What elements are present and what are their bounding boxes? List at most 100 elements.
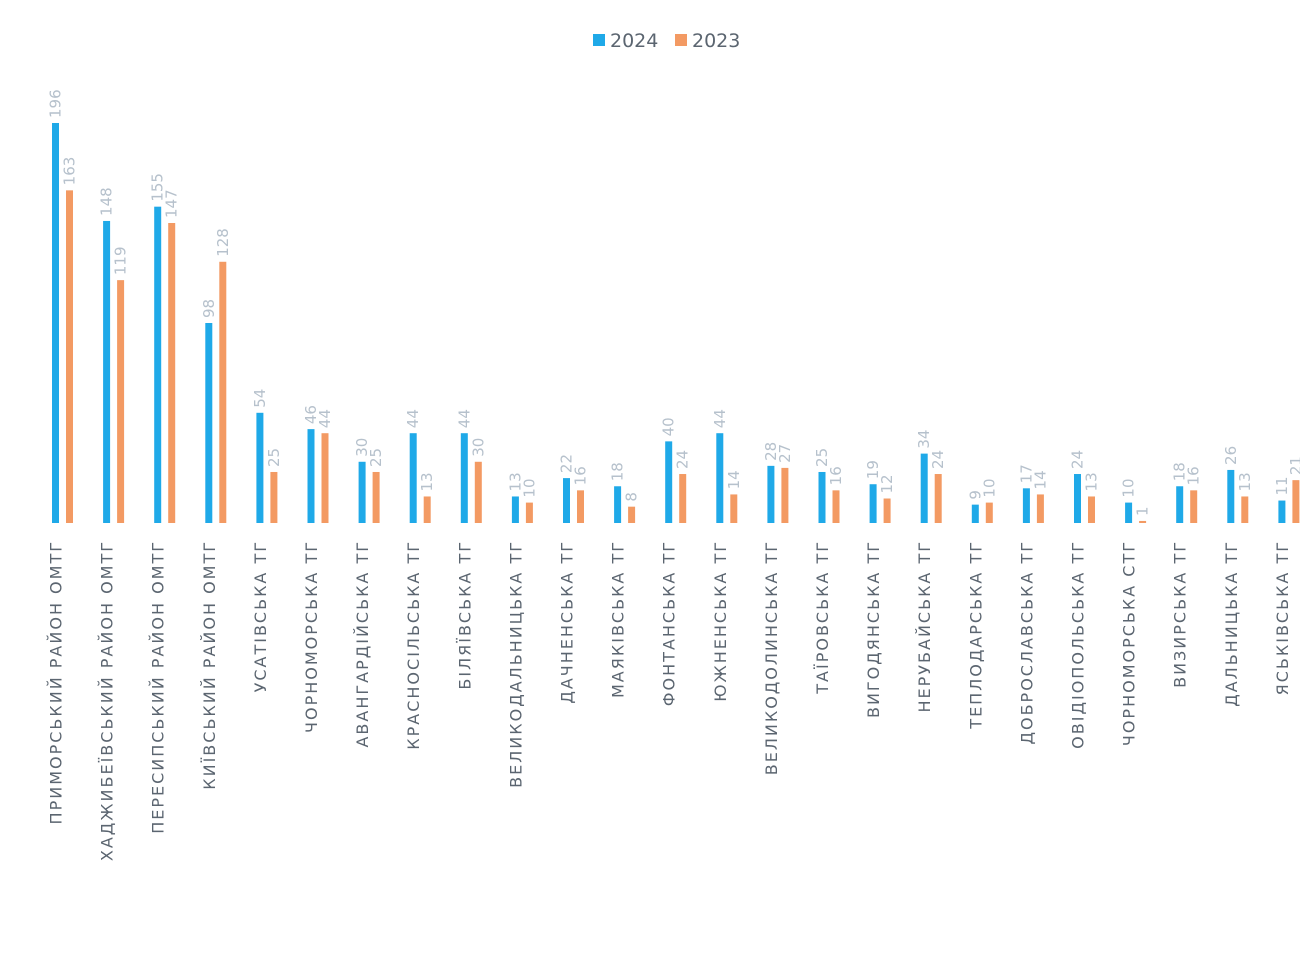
value-label-2023-13: 24 (674, 450, 692, 469)
value-label-2024-11: 22 (558, 454, 576, 473)
bar-2023-24 (1241, 496, 1249, 523)
bar-2023-18 (934, 474, 942, 523)
bar-2023-22 (1139, 520, 1147, 523)
category-label-21: ОВІДІОПОЛЬСЬКА ТГ (1069, 540, 1088, 749)
value-label-2024-25: 11 (1273, 476, 1291, 495)
bar-2024-9 (460, 433, 468, 523)
value-label-2024-2: 148 (98, 187, 116, 216)
category-label-5: УСАТІВСЬКА ТГ (251, 540, 270, 692)
value-label-2023-2: 119 (112, 247, 130, 276)
legend-swatch-2024 (593, 34, 605, 46)
value-label-2023-20: 14 (1031, 470, 1049, 489)
value-label-2024-7: 30 (353, 438, 371, 457)
bar-2024-4 (205, 323, 213, 523)
category-label-2: ХАДЖИБЕЇВСЬКИЙ РАЙОН ОМТГ (98, 540, 117, 861)
bar-2023-1 (66, 190, 73, 524)
value-label-2023-16: 16 (827, 466, 845, 485)
bar-2024-7 (358, 461, 366, 523)
value-label-2023-21: 13 (1083, 472, 1101, 491)
bar-2023-10 (525, 502, 533, 523)
value-label-2024-4: 98 (200, 299, 218, 318)
value-label-2024-16: 25 (813, 448, 831, 467)
category-label-22: ЧОРНОМОРСЬКА СТГ (1120, 540, 1139, 746)
category-label-16: ТАЇРОВСЬКА ТГ (813, 540, 832, 695)
bar-2023-23 (1190, 490, 1198, 523)
category-label-24: ДАЛЬНИЦЬКА ТГ (1222, 540, 1241, 707)
value-label-2023-15: 27 (776, 444, 794, 463)
bar-2023-6 (321, 433, 329, 523)
category-label-18: НЕРУБАЙСЬКА ТГ (915, 540, 934, 713)
bar-2023-17 (883, 498, 891, 523)
legend-label-2024: 2024 (610, 30, 658, 52)
category-label-25: ЯСЬКІВСЬКА ТГ (1273, 540, 1292, 695)
category-label-4: КИЇВСЬКИЙ РАЙОН ОМТГ (200, 540, 219, 790)
bar-2024-10 (511, 496, 519, 523)
category-label-9: БІЛЯЇВСЬКА ТГ (455, 540, 474, 690)
value-label-2024-10: 13 (506, 472, 524, 491)
category-label-23: ВИЗИРСЬКА ТГ (1171, 540, 1190, 688)
value-label-2023-10: 10 (520, 478, 538, 497)
value-label-2023-4: 128 (214, 228, 232, 257)
value-label-2024-9: 44 (455, 409, 473, 428)
value-label-2023-25: 21 (1287, 456, 1300, 475)
value-label-2023-11: 16 (572, 466, 590, 485)
value-label-2023-6: 44 (316, 409, 334, 428)
value-label-2024-17: 19 (864, 460, 882, 479)
value-label-2024-19: 9 (966, 490, 984, 500)
bar-2024-15 (767, 465, 775, 523)
bar-2023-9 (474, 461, 482, 523)
bar-2023-7 (372, 471, 380, 523)
bar-2023-13 (679, 474, 687, 523)
legend-swatch-2023 (675, 34, 687, 46)
value-label-2024-20: 17 (1017, 464, 1035, 483)
bar-2024-8 (409, 433, 417, 523)
bar-2024-6 (307, 429, 315, 523)
category-label-8: КРАСНОСІЛЬСЬКА ТГ (404, 540, 423, 750)
value-label-2024-12: 18 (609, 462, 627, 481)
category-labels: ПРИМОРСЬКИЙ РАЙОН ОМТГ ХАДЖИБЕЇВСЬКИЙ РАЙ… (47, 540, 1292, 861)
category-label-19: ТЕПЛОДАРСЬКА ТГ (966, 540, 985, 730)
value-label-2024-18: 34 (915, 430, 933, 449)
bar-2023-14 (730, 494, 738, 523)
category-label-10: ВЕЛИКОДАЛЬНИЦЬКА ТГ (506, 540, 525, 788)
value-label-2023-1: 163 (61, 157, 79, 186)
bar-2024-20 (1022, 488, 1030, 523)
value-label-2024-21: 24 (1069, 450, 1087, 469)
bar-2024-11 (563, 478, 570, 523)
value-label-2023-9: 30 (469, 438, 487, 457)
bar-2024-12 (614, 486, 622, 523)
bar-2023-15 (781, 467, 789, 523)
category-label-13: ФОНТАНСЬКА ТГ (660, 540, 679, 706)
value-label-2023-18: 24 (929, 450, 947, 469)
bar-2023-21 (1088, 496, 1095, 523)
value-label-2023-17: 12 (878, 474, 896, 493)
bar-2023-11 (577, 490, 584, 523)
bar-2024-25 (1278, 500, 1286, 523)
bar-2024-13 (665, 441, 673, 523)
category-label-3: ПЕРЕСИПСЬКИЙ РАЙОН ОМТГ (149, 540, 168, 834)
value-label-2024-6: 46 (302, 405, 320, 424)
bar-2023-2 (117, 280, 125, 523)
bar-2023-16 (832, 490, 840, 523)
bars (52, 123, 1300, 524)
bar-2024-18 (920, 453, 928, 523)
bar-2024-3 (154, 206, 162, 523)
category-label-14: ЮЖНЕНСЬКА ТГ (711, 540, 730, 702)
value-label-2024-3: 155 (149, 173, 167, 202)
value-label-2023-3: 147 (163, 189, 181, 218)
value-label-2023-23: 16 (1185, 466, 1203, 485)
category-label-12: МАЯКІВСЬКА ТГ (609, 540, 628, 698)
value-label-2023-19: 10 (980, 478, 998, 497)
value-label-2024-1: 196 (47, 89, 65, 118)
category-label-1: ПРИМОРСЬКИЙ РАЙОН ОМТГ (47, 540, 66, 824)
value-label-2023-24: 13 (1236, 472, 1254, 491)
bar-2023-20 (1036, 494, 1044, 523)
value-label-2023-12: 8 (623, 492, 641, 502)
bar-2024-17 (869, 484, 877, 523)
bar-2024-22 (1125, 502, 1133, 523)
bar-2024-21 (1074, 474, 1081, 523)
category-label-6: ЧОРНОМОРСЬКА ТГ (302, 540, 321, 733)
value-label-2024-8: 44 (404, 409, 422, 428)
bar-2024-1 (52, 123, 59, 523)
